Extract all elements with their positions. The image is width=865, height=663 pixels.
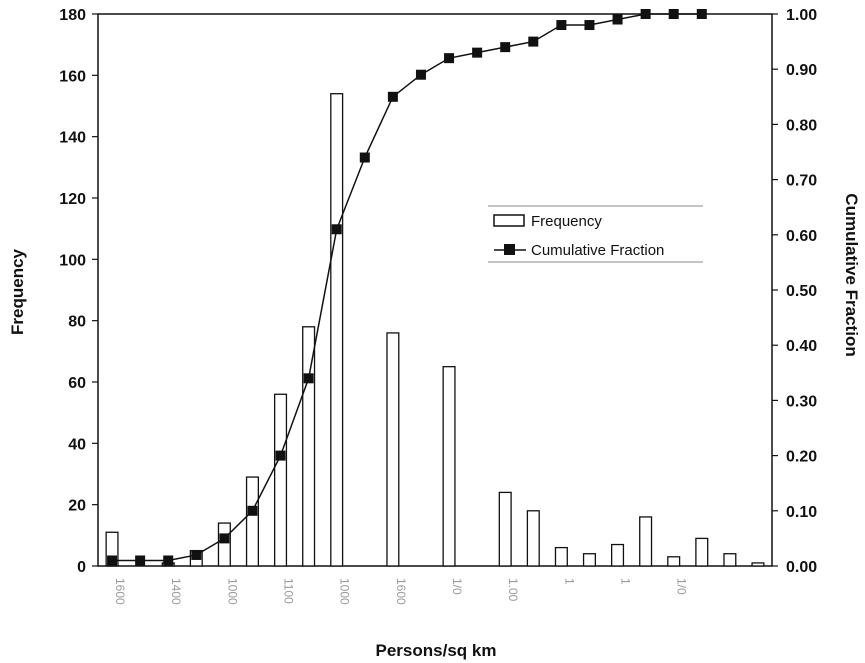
right-tick-label: 0.40 [786, 338, 817, 355]
cumulative-line [112, 13, 702, 562]
y-axis-title-right: Cumulative Fraction [842, 193, 861, 356]
left-tick-label: 120 [59, 191, 86, 208]
legend-cumulative-marker [504, 244, 515, 255]
cumulative-marker [612, 14, 623, 25]
cumulative-marker [444, 53, 455, 64]
cumulative-marker [387, 91, 398, 102]
legend-cumulative-label: Cumulative Fraction [531, 242, 664, 259]
legend-frequency-swatch [493, 214, 525, 227]
cumulative-marker [415, 69, 426, 80]
left-tick-label: 100 [59, 252, 86, 269]
legend: Frequency Cumulative Fraction [488, 205, 703, 263]
frequency-bar [330, 93, 344, 567]
left-tick-label: 0 [77, 559, 86, 576]
frequency-bar [386, 332, 400, 567]
frequency-bar [302, 326, 316, 567]
frequency-bar [498, 491, 512, 567]
right-tick-label: 0.50 [786, 283, 817, 300]
left-tick-label: 140 [59, 130, 86, 147]
frequency-bar [245, 476, 260, 567]
frequency-bar [751, 562, 765, 567]
right-tick-label: 0.80 [786, 117, 817, 134]
cumulative-marker [528, 36, 539, 47]
x-tick-label: 1600 [394, 578, 408, 605]
frequency-bar [554, 546, 568, 567]
plot-frame [97, 13, 773, 567]
frequency-bar [695, 537, 709, 567]
left-tick-label: 180 [59, 7, 86, 24]
plot-area: 0 20 40 60 80 100 120 140 160 180 0.00 0.10 0.20 0.30… [59, 7, 817, 605]
cumulative-marker [584, 20, 595, 31]
cumulative-marker [359, 152, 370, 163]
frequency-bar [273, 393, 288, 567]
y-axis-title-left: Frequency [8, 248, 27, 335]
x-tick-label: 1/0 [450, 578, 464, 595]
cumulative-marker [640, 9, 651, 19]
left-tick-label: 60 [68, 375, 86, 392]
right-tick-label: 0.60 [786, 228, 817, 245]
cumulative-marker [556, 20, 567, 31]
cumulative-marker [135, 555, 146, 566]
right-tick-label: 0.70 [786, 173, 817, 190]
right-tick-label: 0.90 [786, 62, 817, 79]
right-tick-label: 1.00 [786, 7, 817, 24]
cumulative-marker [247, 505, 258, 516]
cumulative-marker [668, 9, 679, 19]
frequency-bar [610, 543, 625, 567]
cumulative-marker [696, 9, 707, 19]
x-tick-label: 1000 [225, 578, 239, 605]
frequency-bar [723, 553, 737, 567]
cumulative-marker [107, 555, 118, 566]
right-tick-label: 0.30 [786, 393, 817, 410]
x-tick-label: 1600 [113, 578, 127, 605]
cumulative-marker [191, 549, 202, 560]
cumulative-marker [331, 224, 342, 235]
cumulative-marker [472, 47, 483, 58]
x-tick-label: 1000 [338, 578, 352, 605]
frequency-bar [442, 366, 456, 567]
x-tick-label: 1 [619, 578, 633, 585]
frequency-bar [526, 510, 540, 567]
left-tick-label: 40 [68, 436, 86, 453]
frequency-bar [582, 553, 597, 567]
right-tick-label: 0.20 [786, 449, 817, 466]
legend-frequency-label: Frequency [531, 213, 602, 230]
frequency-bar [667, 556, 681, 567]
cumulative-marker [275, 450, 286, 461]
x-tick-label: 1400 [169, 578, 183, 605]
frequency-bar [105, 531, 119, 567]
frequency-bar [217, 522, 231, 567]
x-tick-label: 1 [562, 578, 576, 585]
cumulative-marker [303, 373, 314, 384]
frequency-bar [639, 516, 653, 567]
x-tick-label: 1100 [282, 578, 296, 604]
right-tick-label: 0.00 [786, 559, 817, 576]
cumulative-marker [219, 533, 230, 544]
x-tick-label: 1.00 [506, 578, 520, 602]
left-tick-label: 20 [68, 498, 86, 515]
cumulative-marker [500, 42, 511, 53]
right-tick-label: 0.10 [786, 504, 817, 521]
x-axis-title: Persons/sq km [376, 641, 497, 660]
x-tick-label: 1/0 [675, 578, 689, 595]
cumulative-marker [163, 555, 174, 566]
left-tick-label: 80 [68, 314, 86, 331]
left-tick-label: 160 [59, 68, 86, 85]
